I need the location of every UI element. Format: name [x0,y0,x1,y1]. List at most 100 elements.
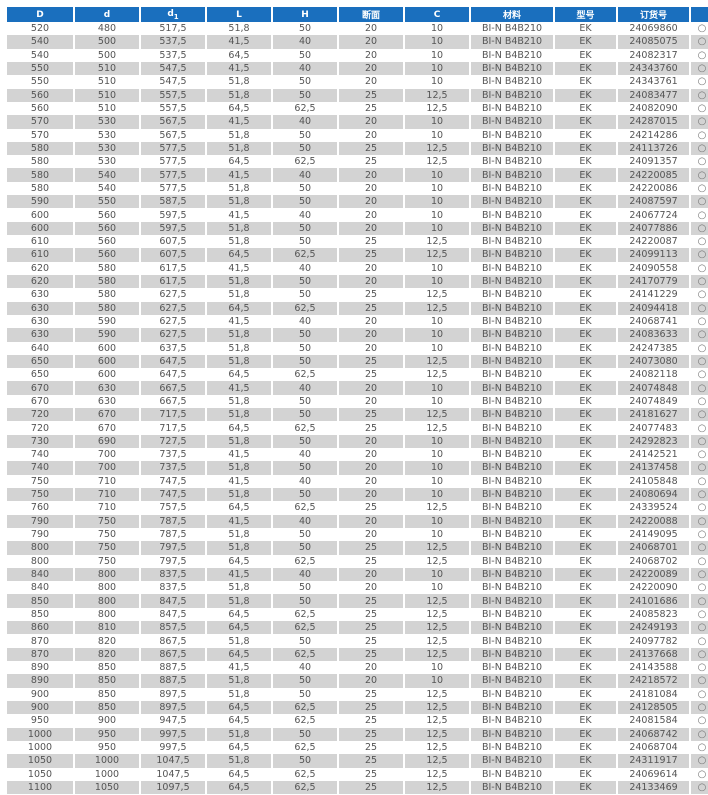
cell-L: 64,5 [228,49,250,61]
cell-order-no: 24287015 [618,115,689,129]
cell-L: 51,8 [207,354,271,369]
cell-section: 20 [364,529,378,541]
cell-H: 50 [298,635,312,647]
cell-L: 51,8 [228,23,250,35]
cell-material: BI-N B4B210 [481,422,543,434]
cell-section: 20 [364,182,378,194]
cell-material: BI-N B4B210 [481,635,543,647]
cell-H: 50 [273,141,337,156]
cell-type: EK [555,727,616,741]
table-row: 670 630 667,5 51,8 50 20 10 BI-N B4B210 EK 240748… [7,395,708,408]
cell-d: 900 [97,715,117,727]
cell-d: 540 [97,182,117,194]
cell-L: 51,8 [207,195,271,209]
cell-d: 750 [97,555,117,567]
cell-d: 670 [97,422,117,434]
cell-D: 750 [30,475,50,487]
cell-D: 630 [30,316,50,328]
cell-D: 620 [30,262,50,274]
circle-outline-icon: ○ [691,700,708,715]
cell-C: 12,5 [405,248,469,262]
circle-outline-icon: ○ [691,88,708,102]
cell-material: BI-N B4B210 [481,395,543,407]
cell-L: 51,8 [207,674,271,688]
header-D: D [7,7,73,22]
cell-C: 12,5 [426,369,448,381]
cell-section: 20 [364,342,378,354]
cell-d1: 947,5 [159,715,187,727]
cell-d1: 737,5 [141,461,205,475]
cell-H: 62,5 [294,369,316,381]
cell-H: 62,5 [273,621,337,635]
cell-d1: 837,5 [141,567,205,582]
table-row: 550 510 547,5 41,5 40 20 10 BI-N B4B210 EK 243437… [7,61,708,76]
circle-outline-icon: ○ [691,541,708,555]
cell-order-no: 24105848 [629,475,678,487]
cell-d: 810 [75,621,139,635]
cell-L: 41,5 [228,262,250,274]
table-row: 900 850 897,5 51,8 50 25 12,5 BI-N B4B210 EK 2418… [7,688,708,701]
cell-section: 20 [339,35,403,49]
circle-outline-icon: ○ [697,182,707,194]
cell-d1: 897,5 [141,700,205,715]
cell-material: BI-N B4B210 [481,209,543,221]
cell-L: 41,5 [228,449,250,461]
cell-d: 820 [97,635,117,647]
cell-material: BI-N B4B210 [471,700,553,715]
cell-d1: 627,5 [159,316,187,328]
cell-material: BI-N B4B210 [471,567,553,582]
cell-L: 41,5 [207,567,271,582]
circle-outline-icon: ○ [697,715,707,727]
cell-section: 25 [364,715,378,727]
cell-d: 670 [75,408,139,422]
cell-H: 40 [273,61,337,76]
table-row: 1000 950 997,5 64,5 62,5 25 12,5 BI-N B4B210 EK 2… [7,741,708,754]
cell-H: 62,5 [294,502,316,514]
cell-d1: 797,5 [159,555,187,567]
table-row: 550 510 547,5 51,8 50 20 10 BI-N B4B210 EK 243437… [7,75,708,88]
cell-D: 570 [7,115,73,129]
cell-L: 51,8 [228,236,250,248]
cell-H: 50 [273,594,337,608]
cell-C: 12,5 [426,635,448,647]
cell-d1: 997,5 [159,742,187,754]
cell-D: 590 [7,195,73,209]
table-row: 620 580 617,5 41,5 40 20 10 BI-N B4B210 EK 240905… [7,262,708,275]
cell-C: 10 [430,182,444,194]
table-row: 800 750 797,5 51,8 50 25 12,5 BI-N B4B210 EK 2406… [7,541,708,555]
cell-d: 1000 [94,768,120,780]
cell-d: 560 [97,209,117,221]
cell-H: 40 [273,567,337,582]
cell-d: 600 [97,342,117,354]
cell-C: 12,5 [426,103,448,115]
cell-H: 50 [273,221,337,235]
cell-material: BI-N B4B210 [471,195,553,209]
cell-order-no: 24073080 [618,354,689,369]
cell-C: 10 [405,381,469,395]
cell-C: 10 [405,674,469,688]
circle-outline-icon: ○ [691,354,708,369]
header-d1-base: d [167,8,174,19]
cell-d1: 1047,5 [156,768,190,780]
cell-d: 850 [75,674,139,688]
cell-d: 850 [97,662,117,674]
cell-type: EK [555,88,616,102]
cell-L: 51,8 [207,594,271,608]
cell-material: BI-N B4B210 [471,621,553,635]
table-row: 650 600 647,5 64,5 62,5 25 12,5 BI-N B4B210 EK 24… [7,368,708,381]
cell-d1: 607,5 [159,236,187,248]
cell-D: 1100 [7,780,73,795]
cell-d: 510 [97,76,117,88]
cell-type: EK [555,674,616,688]
circle-outline-icon: ○ [691,61,708,76]
cell-material: BI-N B4B210 [481,49,543,61]
table-row: 630 590 627,5 41,5 40 20 10 BI-N B4B210 EK 240687… [7,315,708,328]
table-row: 650 600 647,5 51,8 50 25 12,5 BI-N B4B210 EK 2407… [7,354,708,369]
cell-type: EK [555,168,616,182]
circle-outline-icon: ○ [697,662,707,674]
cell-order-no: 24343760 [618,61,689,76]
cell-C: 10 [405,115,469,129]
circle-outline-icon: ○ [691,780,708,795]
cell-d: 530 [75,115,139,129]
cell-d1: 787,5 [141,514,205,528]
